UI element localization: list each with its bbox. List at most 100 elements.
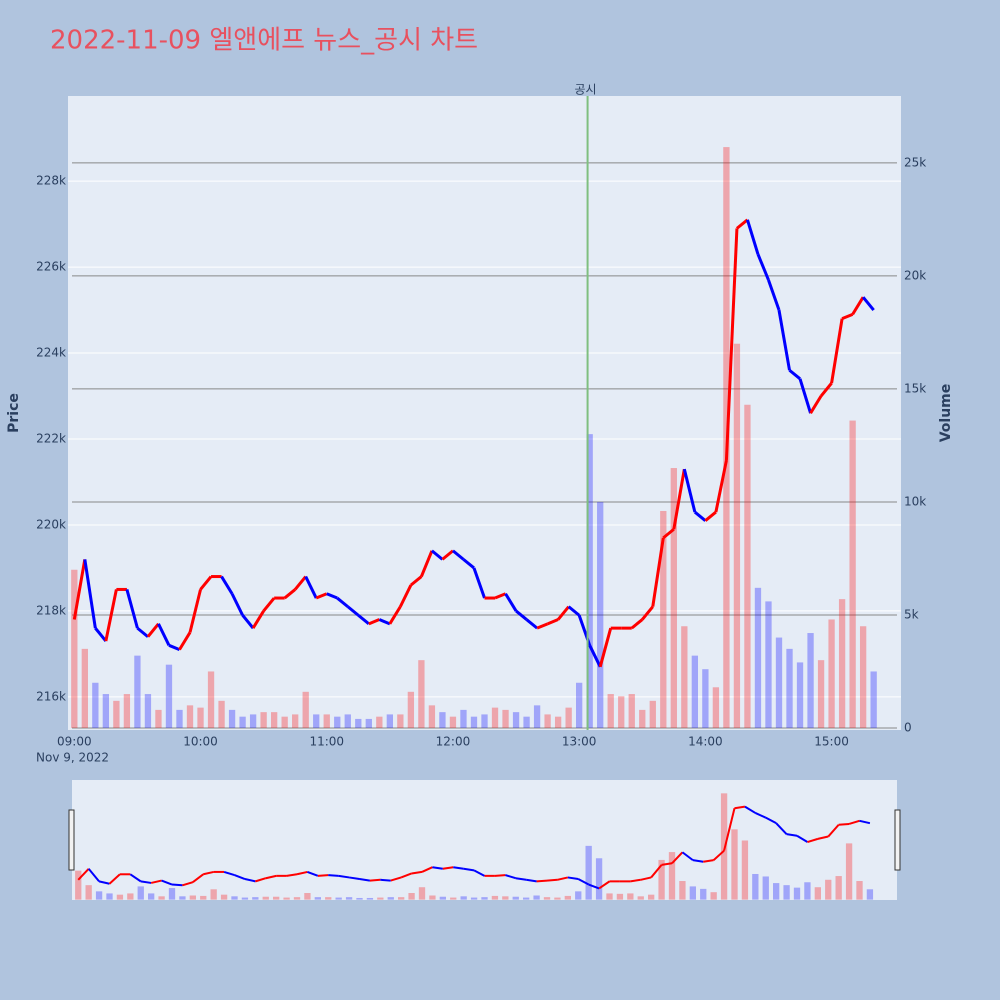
mini-volume-bar: [481, 897, 488, 900]
price-segment: [157, 623, 171, 646]
mini-price-segment: [442, 866, 454, 870]
mini-price-segment: [588, 883, 600, 890]
price-segment: [547, 618, 559, 626]
mini-price-segment: [421, 866, 433, 873]
price-segment: [294, 575, 307, 591]
mini-volume-bar: [314, 897, 321, 900]
price-segment: [262, 597, 276, 612]
volume-bar: [281, 716, 288, 728]
mini-price-segment: [223, 870, 235, 877]
mini-volume-bar: [450, 897, 457, 900]
price-segment: [641, 605, 654, 621]
mini-volume-bar: [575, 891, 582, 900]
mini-volume-bar: [648, 894, 655, 900]
mini-volume-bar: [637, 896, 644, 900]
volume-bar: [849, 420, 856, 728]
volume-bar: [702, 669, 709, 728]
mini-price-segment: [848, 819, 860, 825]
mini-price-segment: [161, 879, 173, 886]
mini-price-segment: [140, 880, 152, 884]
price-segment: [556, 605, 570, 621]
mini-price-segment: [255, 877, 267, 883]
mini-volume-bar: [491, 895, 499, 900]
volume-bar: [228, 709, 236, 728]
mini-volume-bar: [200, 895, 207, 900]
mini-volume-bar: [595, 858, 603, 900]
volume-bar: [649, 700, 656, 728]
mini-volume-bar: [75, 870, 82, 900]
y2-tick-label: 25k: [904, 155, 926, 169]
x-tick-label: 13:00: [562, 735, 597, 749]
y2-tick-label: 10k: [904, 494, 926, 508]
y2-tick-label: 0: [904, 720, 912, 734]
volume-bar: [796, 662, 804, 728]
mini-volume-bar: [179, 896, 186, 900]
mini-volume-bar: [866, 889, 874, 900]
price-segment: [515, 609, 528, 621]
mini-price-segment: [494, 874, 506, 877]
volume-bar: [639, 709, 646, 728]
mini-volume-bar: [377, 897, 384, 900]
volume-bar: [176, 709, 183, 728]
volume-bar: [691, 655, 699, 728]
volume-bar: [270, 712, 278, 728]
price-segment: [326, 592, 338, 600]
mini-volume-bar: [616, 893, 624, 900]
price-segment: [567, 605, 581, 617]
mini-price-segment: [577, 878, 590, 886]
price-segment: [409, 575, 423, 587]
mini-price-segment: [546, 878, 558, 882]
mini-volume-bar: [116, 894, 124, 900]
price-segment: [630, 618, 644, 630]
volume-bar: [470, 716, 478, 728]
volume-bar: [512, 712, 520, 728]
volume-bar: [481, 714, 488, 728]
volume-bar: [502, 709, 509, 728]
mini-volume-bar: [293, 897, 301, 900]
mini-price-segment: [744, 805, 756, 814]
price-segment: [368, 618, 380, 626]
mini-price-segment: [359, 878, 371, 882]
mini-volume-bar: [460, 896, 467, 900]
range-slider[interactable]: [72, 780, 897, 900]
volume-bar: [92, 682, 99, 728]
mini-volume-bar: [512, 896, 519, 900]
price-segment: [188, 589, 202, 633]
price-segment: [336, 596, 349, 608]
price-segment: [851, 296, 865, 316]
volume-bar: [775, 637, 783, 728]
slider-handle[interactable]: [68, 809, 75, 871]
mini-volume-bar: [533, 895, 540, 900]
volume-bar: [554, 716, 562, 728]
mini-volume-bar: [137, 886, 144, 900]
volume-bar: [386, 714, 393, 728]
slider-handle[interactable]: [894, 809, 901, 871]
price-segment: [504, 592, 518, 612]
mini-volume-bar: [398, 897, 405, 900]
volume-bar: [859, 626, 867, 728]
volume-bar: [439, 712, 446, 728]
volume-bar: [218, 700, 225, 728]
volume-bar: [260, 712, 267, 728]
volume-bar: [123, 694, 131, 728]
volume-bar: [302, 691, 309, 728]
price-segment: [746, 219, 760, 255]
volume-bar: [754, 587, 762, 728]
mini-volume-bar: [273, 896, 280, 900]
volume-bar: [660, 510, 667, 728]
mini-volume-bar: [710, 892, 717, 900]
mini-volume-bar: [585, 845, 592, 900]
price-segment: [662, 528, 675, 540]
price-segment: [72, 559, 87, 620]
mini-volume-bar: [262, 896, 269, 900]
y-tick-label: 228k: [36, 174, 66, 188]
mini-volume-bar: [845, 843, 853, 900]
price-segment: [283, 588, 297, 600]
price-segment: [430, 549, 444, 561]
mini-price-segment: [400, 872, 412, 879]
mini-volume-bar: [366, 897, 374, 900]
volume-bar: [313, 714, 320, 728]
volume-bar: [807, 633, 814, 728]
mini-price-segment: [234, 874, 246, 880]
volume-bar: [376, 716, 383, 728]
